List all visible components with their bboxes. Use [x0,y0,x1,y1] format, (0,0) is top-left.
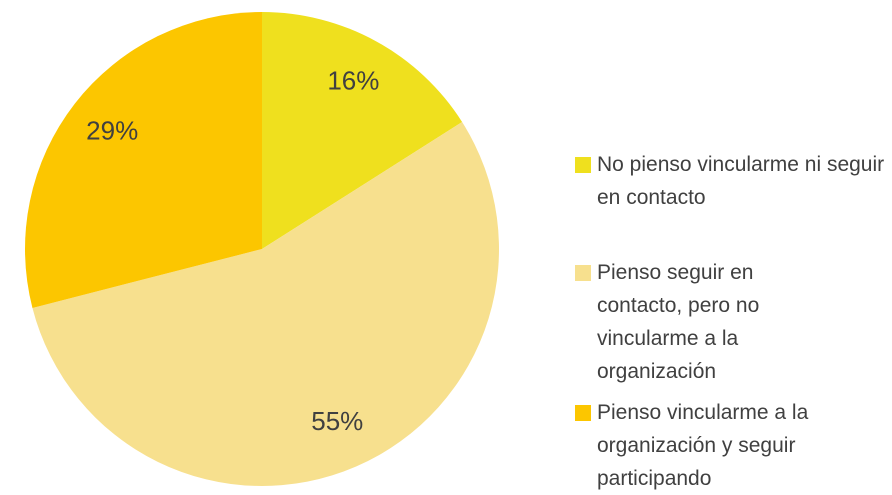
legend-item: Pienso seguir en contacto, pero no vincu… [575,256,890,388]
legend-label: No pienso vincularme ni seguir en contac… [597,153,885,209]
data-label: 16% [327,66,379,96]
legend-swatch [575,265,591,281]
legend-item: No pienso vincularme ni seguir en contac… [575,148,890,214]
pie-slice [262,12,463,249]
pie-slice [25,12,262,308]
legend-label: Pienso vincularme a la organización y se… [597,401,809,490]
legend-item: Pienso vincularme a la organización y se… [575,396,890,495]
data-label: 55% [311,406,363,436]
legend-swatch [575,405,591,421]
legend-swatch [575,157,591,173]
data-label: 29% [86,116,138,146]
legend-label: Pienso seguir en contacto, pero no vincu… [597,261,760,383]
pie-slice [32,122,500,487]
